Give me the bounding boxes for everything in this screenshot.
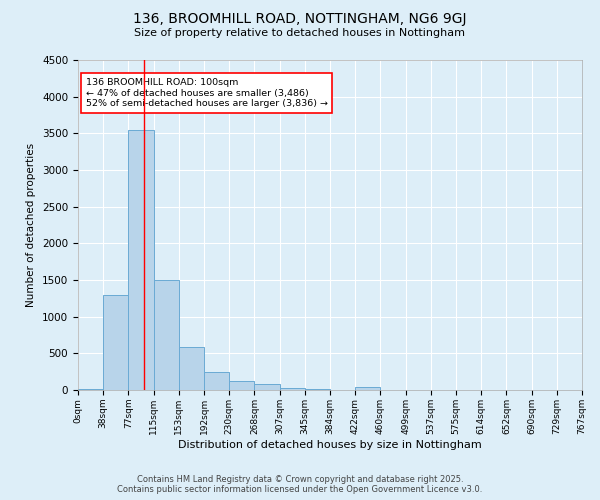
Bar: [78, 388, 103, 390]
X-axis label: Distribution of detached houses by size in Nottingham: Distribution of detached houses by size …: [178, 440, 482, 450]
Text: Contains public sector information licensed under the Open Government Licence v3: Contains public sector information licen…: [118, 485, 482, 494]
Text: 136 BROOMHILL ROAD: 100sqm
← 47% of detached houses are smaller (3,486)
52% of s: 136 BROOMHILL ROAD: 100sqm ← 47% of deta…: [86, 78, 328, 108]
Y-axis label: Number of detached properties: Number of detached properties: [26, 143, 37, 307]
Bar: [355, 387, 380, 390]
Bar: [254, 384, 280, 390]
Bar: [280, 388, 305, 390]
Bar: [204, 372, 229, 390]
Bar: [128, 130, 154, 390]
Bar: [103, 294, 128, 390]
Bar: [229, 381, 254, 390]
Bar: [179, 346, 204, 390]
Text: 136, BROOMHILL ROAD, NOTTINGHAM, NG6 9GJ: 136, BROOMHILL ROAD, NOTTINGHAM, NG6 9GJ: [133, 12, 467, 26]
Text: Size of property relative to detached houses in Nottingham: Size of property relative to detached ho…: [134, 28, 466, 38]
Bar: [154, 280, 179, 390]
Text: Contains HM Land Registry data © Crown copyright and database right 2025.: Contains HM Land Registry data © Crown c…: [137, 475, 463, 484]
Bar: [305, 389, 330, 390]
